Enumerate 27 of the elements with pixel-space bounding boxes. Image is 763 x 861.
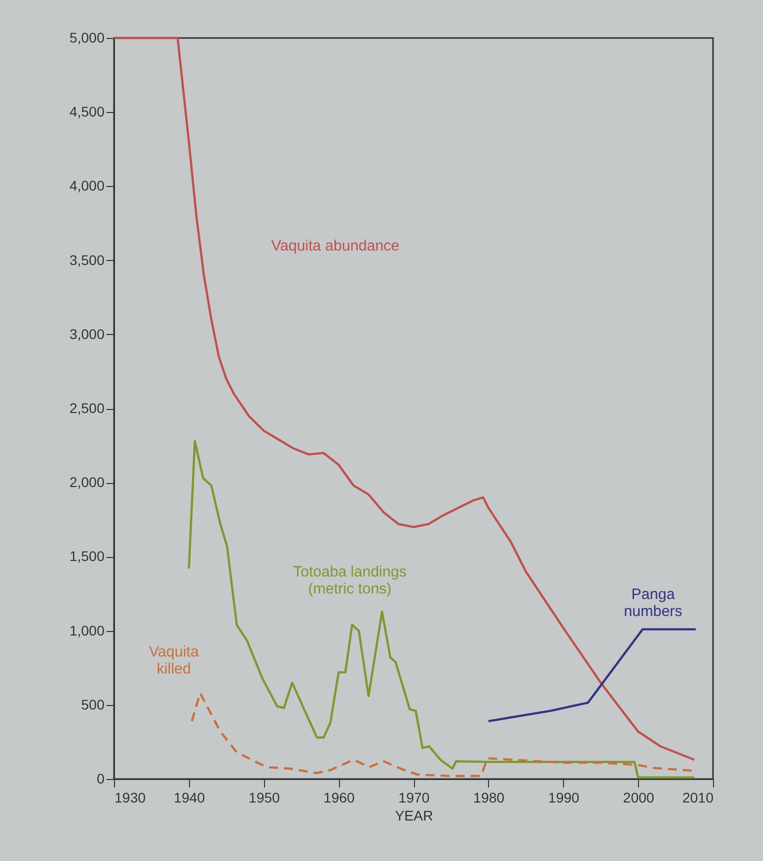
y-tick-label: 0 bbox=[96, 770, 105, 786]
text: Vaquita abundance bbox=[271, 237, 400, 254]
line-series bbox=[487, 628, 697, 722]
x-axis-title: YEAR bbox=[394, 808, 434, 824]
x-tick-label: 1990 bbox=[548, 790, 580, 806]
x-tick-label: 2010 bbox=[682, 790, 714, 806]
x-tick-label: 1970 bbox=[398, 790, 430, 806]
y-tick-label: 500 bbox=[81, 696, 105, 712]
x-tick-label: 1960 bbox=[324, 790, 355, 806]
y-tick-label: 3,500 bbox=[69, 252, 105, 268]
y-tick-label: 1,500 bbox=[69, 548, 105, 564]
x-tick-label: 1930 bbox=[114, 790, 146, 806]
y-tick-label: 4,500 bbox=[69, 104, 105, 120]
y-tick-label: 2,500 bbox=[69, 400, 105, 416]
y-tick-label: 3,000 bbox=[69, 326, 105, 342]
series-label: Vaquita killed bbox=[149, 644, 200, 678]
x-tick-label: 1950 bbox=[248, 790, 280, 806]
x-tick-label: 1980 bbox=[473, 790, 505, 806]
x-tick-label: 2000 bbox=[623, 790, 654, 806]
series-label: Panga numbers bbox=[624, 586, 682, 620]
series-label: Totoaba landings (metric tons) bbox=[293, 564, 407, 598]
y-tick-label: 1,000 bbox=[69, 622, 105, 638]
y-tick-label: 2,000 bbox=[69, 474, 105, 490]
y-tick-label: 4,000 bbox=[69, 178, 105, 194]
x-tick-label: 1940 bbox=[174, 790, 206, 806]
y-tick-label: 5,000 bbox=[69, 30, 105, 46]
line-series bbox=[112, 36, 696, 761]
